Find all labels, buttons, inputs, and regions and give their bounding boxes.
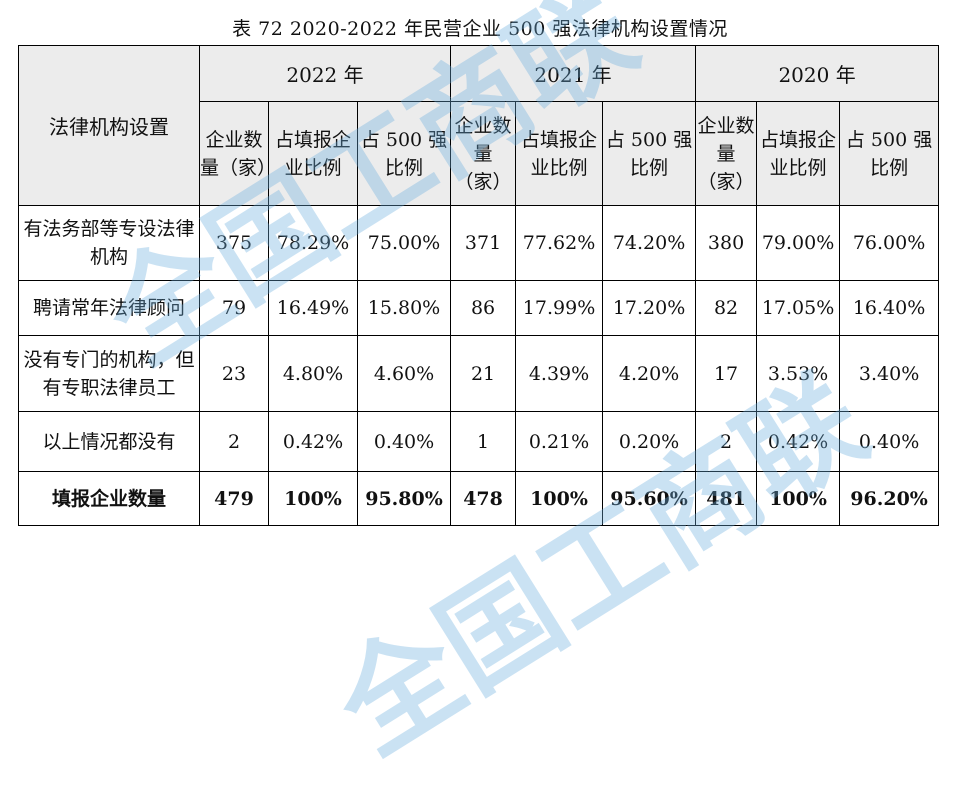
- table-cell: 371: [450, 205, 517, 281]
- table-cell: 4.20%: [602, 335, 697, 412]
- total-cell: 479: [199, 471, 269, 526]
- subheader-count: 企业数量（家）: [199, 101, 276, 206]
- table-cell: 23: [199, 335, 269, 412]
- row-label: 以上情况都没有: [18, 411, 200, 472]
- table-cell: 78.29%: [268, 205, 358, 281]
- table-cell: 2: [695, 411, 758, 472]
- table-cell: 16.40%: [839, 280, 940, 336]
- subheader-report-share: 占填报企业比例: [268, 101, 358, 206]
- subheader-count: 企业数量（家）: [695, 101, 758, 206]
- table-row: 有法务部等专设法律机构 375 78.29% 75.00% 371 77.62% 74.20…: [18, 205, 940, 281]
- table-cell: 375: [199, 205, 269, 281]
- table-cell: 0.40%: [356, 411, 452, 472]
- table-cell: 380: [695, 205, 758, 281]
- table-cell: 0.42%: [268, 411, 358, 472]
- table-row: 以上情况都没有 2 0.42% 0.40% 1 0.21% 0.20% 2 0.42% 0.40%: [18, 411, 940, 472]
- table-cell: 75.00%: [356, 205, 452, 281]
- table-cell: 79: [199, 280, 269, 336]
- table-cell: 4.60%: [356, 335, 452, 412]
- table-cell: 2: [199, 411, 269, 472]
- year-header-2022: 2022 年: [198, 45, 452, 102]
- table-cell: 0.40%: [839, 411, 940, 472]
- table-cell: 0.21%: [515, 411, 604, 472]
- table-row: 聘请常年法律顾问 79 16.49% 15.80% 86 17.99% 17.20% 82 17…: [18, 280, 940, 336]
- subheader-top500-share: 占 500 强比例: [602, 101, 697, 206]
- total-cell: 478: [450, 471, 517, 526]
- table-cell: 77.62%: [515, 205, 604, 281]
- table-cell: 74.20%: [602, 205, 697, 281]
- table-cell: 4.80%: [268, 335, 358, 412]
- subheader-report-share: 占填报企业比例: [756, 101, 841, 206]
- total-row: 填报企业数量 479 100% 95.80% 478 100% 95.60% 4…: [18, 471, 940, 526]
- total-cell: 95.60%: [602, 471, 697, 526]
- row-label: 聘请常年法律顾问: [18, 280, 200, 336]
- subheader-count: 企业数量（家）: [450, 101, 517, 206]
- total-cell: 100%: [756, 471, 841, 526]
- total-cell: 95.80%: [356, 471, 452, 526]
- year-header-2021: 2021 年: [450, 45, 697, 102]
- table-cell: 15.80%: [356, 280, 452, 336]
- table-cell: 16.49%: [268, 280, 358, 336]
- table-cell: 3.40%: [839, 335, 940, 412]
- subheader-report-share: 占填报企业比例: [515, 101, 604, 206]
- table-cell: 17.99%: [515, 280, 604, 336]
- table-cell: 21: [450, 335, 517, 412]
- table-cell: 17: [695, 335, 758, 412]
- subheader-top500-share: 占 500 强比例: [356, 101, 452, 206]
- table-cell: 3.53%: [756, 335, 841, 412]
- row-label: 有法务部等专设法律机构: [18, 205, 200, 281]
- subheader-top500-share: 占 500 强比例: [839, 101, 940, 206]
- row-label: 没有专门的机构，但有专职法律员工: [18, 335, 200, 412]
- corner-header: 法律机构设置: [18, 45, 200, 206]
- table-caption: 表 72 2020-2022 年民营企业 500 强法律机构设置情况: [232, 18, 728, 40]
- total-cell: 100%: [268, 471, 358, 526]
- total-cell: 481: [695, 471, 758, 526]
- total-cell: 96.20%: [839, 471, 940, 526]
- year-header-2020: 2020 年: [695, 45, 940, 102]
- table-row: 没有专门的机构，但有专职法律员工 23 4.80% 4.60% 21 4.39% 4.20%…: [18, 335, 940, 412]
- table-cell: 17.05%: [756, 280, 841, 336]
- table-cell: 4.39%: [515, 335, 604, 412]
- table-cell: 86: [450, 280, 517, 336]
- table-cell: 0.20%: [602, 411, 697, 472]
- table-cell: 76.00%: [839, 205, 940, 281]
- table-cell: 0.42%: [756, 411, 841, 472]
- total-cell: 100%: [515, 471, 604, 526]
- table-cell: 17.20%: [602, 280, 697, 336]
- table-cell: 82: [695, 280, 758, 336]
- legal-structure-table: 法律机构设置 2022 年 2021 年 2020 年 企业数量（家） 占填报企…: [18, 45, 940, 526]
- table-cell: 79.00%: [756, 205, 841, 281]
- row-label: 填报企业数量: [18, 471, 200, 526]
- table-cell: 1: [450, 411, 517, 472]
